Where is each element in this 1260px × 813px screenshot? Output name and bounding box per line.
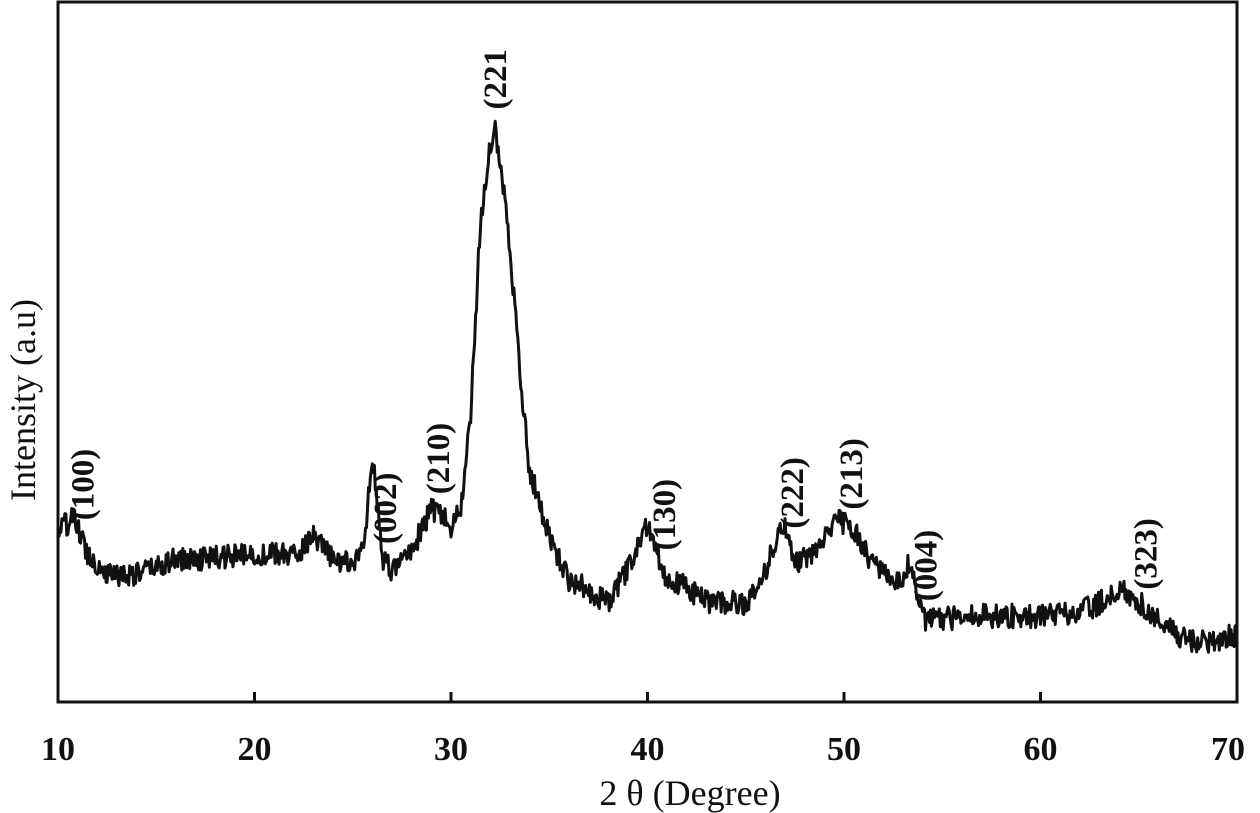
peak-label-2: (210): [421, 423, 457, 494]
series-line-xrd: [56, 119, 1239, 654]
x-axis-tick-labels: 10 20 30 40 50 60 70: [41, 731, 1245, 768]
peak-label-6: (213): [834, 438, 870, 509]
x-axis-title: 2 θ (Degree): [599, 773, 780, 813]
x-tick-label-50: 50: [827, 731, 861, 768]
peak-label-8: (323): [1129, 518, 1165, 589]
peak-label-7: (004): [909, 530, 945, 601]
x-axis-ticks: [56, 692, 1239, 702]
peak-label-4: (130): [647, 479, 683, 550]
peak-annotations: (100) (002) (210) (221 (130) (222) (213) (004) (…: [66, 49, 1165, 601]
x-tick-label-10: 10: [41, 731, 75, 768]
x-tick-label-20: 20: [238, 731, 272, 768]
x-tick-label-30: 30: [434, 731, 468, 768]
x-tick-label-70: 70: [1211, 731, 1245, 768]
peak-label-0: (100): [66, 449, 102, 520]
peak-label-3: (221: [478, 49, 514, 110]
x-tick-label-40: 40: [631, 731, 665, 768]
plot-frame: [56, 0, 1239, 704]
peak-label-5: (222): [775, 457, 811, 528]
y-axis-title: Intensity (a.u): [3, 299, 43, 501]
peak-label-1: (002): [368, 473, 404, 544]
x-tick-label-60: 60: [1024, 731, 1058, 768]
